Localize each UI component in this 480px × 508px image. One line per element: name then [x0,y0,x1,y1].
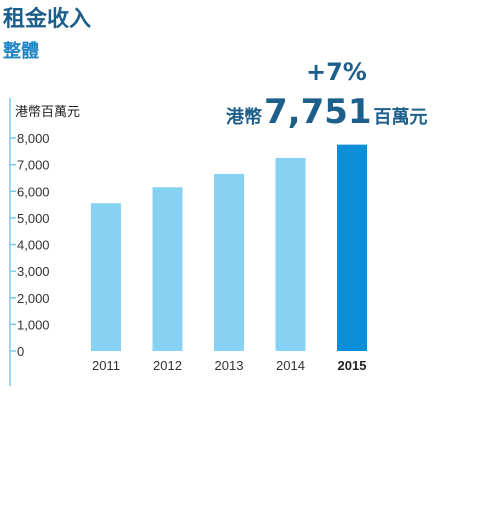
chart-title: 租金收入 [3,7,92,32]
x-tick-label: 2014 [276,358,305,373]
highlight-number: 7,751 [264,92,372,132]
y-tick-label: 5,000 [17,211,50,226]
y-tick-label: 1,000 [17,317,50,332]
x-tick-label: 2013 [215,358,244,373]
bar-2011 [91,203,121,351]
x-tick-label: 2012 [153,358,182,373]
x-tick-label: 2011 [92,358,120,373]
y-tick-label: 3,000 [17,264,50,279]
highlight-currency: 港幣 [226,107,262,128]
x-tick-label: 2015 [338,358,367,373]
bar-2014 [275,157,306,351]
bar-2012 [152,187,183,351]
y-tick-label: 4,000 [17,238,50,253]
y-tick-label: 6,000 [17,184,50,199]
chart-subtitle: 整體 [3,41,39,62]
highlight-value: 港幣7,751 百萬元 [226,92,428,132]
bar-2015 [337,144,367,351]
y-tick-label: 0 [17,344,24,359]
y-tick-label: 2,000 [17,291,50,306]
growth-percentage: +7% [306,58,367,86]
bar-2013 [214,173,244,351]
highlight-unit: 百萬元 [373,107,428,128]
y-axis-label: 港幣百萬元 [15,105,81,120]
y-tick-label: 8,000 [17,131,50,146]
y-tick-label: 7,000 [17,158,50,173]
